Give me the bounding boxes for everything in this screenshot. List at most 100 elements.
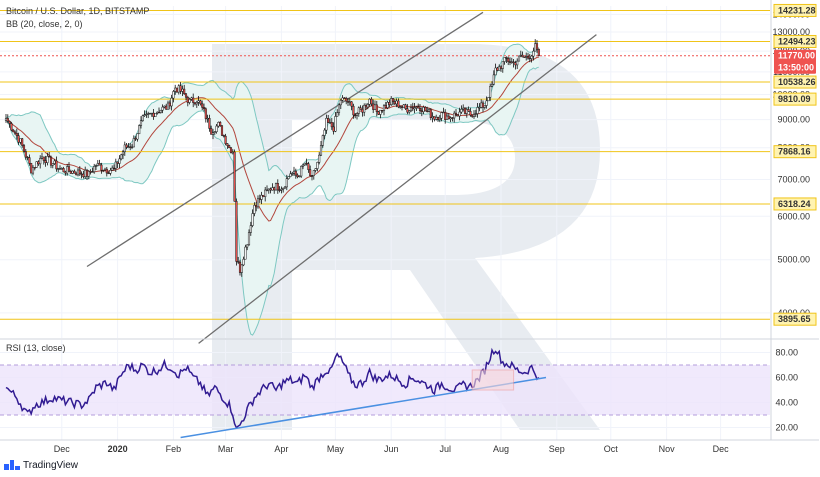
candle	[463, 107, 467, 115]
price-tags: 14231.28 12494.23 10538.26 9810.09 7868.16 63…	[773, 3, 817, 326]
candle	[460, 105, 463, 114]
candle	[307, 161, 310, 173]
level-tag-text: 9810.09	[778, 94, 811, 104]
candle	[501, 61, 504, 73]
candle	[215, 123, 218, 134]
candle	[341, 95, 344, 102]
candle-body	[15, 132, 18, 136]
candle	[521, 51, 524, 58]
candle-body	[330, 122, 333, 128]
candle-body	[413, 107, 416, 110]
candle-body	[226, 143, 229, 146]
candle-body	[139, 120, 143, 126]
candle-body	[391, 98, 395, 102]
candle	[242, 256, 245, 267]
candle	[336, 109, 339, 117]
candle-body	[58, 168, 62, 170]
candle-body	[33, 167, 36, 169]
candle-body	[516, 60, 519, 66]
candle	[312, 170, 315, 180]
candle-body	[161, 106, 164, 111]
candle-body	[265, 189, 269, 192]
candle-body	[285, 178, 288, 188]
candle	[33, 167, 36, 171]
candle-body	[409, 107, 413, 112]
candle-body	[211, 132, 215, 135]
candle-body	[291, 173, 294, 175]
last-price-countdown: 13:50:00	[778, 63, 814, 73]
candle-body	[447, 115, 450, 120]
candle-body	[114, 161, 117, 169]
candle	[62, 166, 65, 173]
candle-body	[436, 117, 440, 120]
candle	[321, 134, 324, 148]
candle	[363, 103, 366, 117]
candle-body	[422, 107, 425, 112]
candle-body	[40, 156, 44, 159]
candle	[440, 111, 443, 122]
candle	[46, 152, 49, 166]
candle-body	[215, 125, 218, 133]
candle	[192, 93, 195, 108]
candle-body	[89, 171, 92, 173]
candle	[51, 163, 54, 169]
candle-body	[260, 194, 263, 200]
level-tag-box	[773, 145, 817, 159]
candle-body	[26, 156, 29, 159]
candle-body	[310, 175, 314, 177]
candle-body	[467, 109, 470, 112]
candle-body	[420, 110, 423, 112]
candle-body	[350, 101, 353, 107]
candle-body	[96, 163, 99, 166]
candle	[154, 113, 157, 117]
candle-body	[345, 97, 348, 102]
candle-body	[343, 97, 346, 99]
candle-body	[510, 61, 513, 63]
candle	[289, 170, 292, 178]
candle	[370, 97, 373, 107]
price-tick-label: 7000.00	[777, 175, 810, 185]
candle	[6, 114, 9, 124]
candle	[505, 56, 508, 63]
candle-body	[435, 117, 438, 120]
tradingview-brand[interactable]: TradingView	[4, 458, 78, 472]
candle	[402, 104, 405, 108]
candle-body	[255, 205, 258, 208]
candle	[481, 100, 485, 113]
level-tag-9810.09: 9810.09	[773, 92, 817, 106]
candle-body	[485, 100, 488, 106]
candle-body	[71, 170, 74, 174]
price-channel	[86, 11, 597, 344]
level-tag-14231.28: 14231.28	[773, 3, 817, 17]
candle-body	[321, 135, 324, 146]
candle	[409, 104, 413, 113]
price-tick-label: 13000.00	[772, 27, 810, 37]
candle-body	[382, 105, 386, 111]
candle-body	[449, 117, 452, 120]
level-tag-text: 14231.28	[778, 5, 816, 15]
candle	[300, 165, 303, 178]
candle-body	[39, 158, 42, 165]
candle-body	[107, 172, 110, 175]
candle-body	[481, 102, 485, 108]
candle	[98, 159, 101, 166]
candle	[357, 106, 360, 117]
candle	[22, 144, 26, 153]
candle	[327, 114, 330, 123]
candle-body	[301, 164, 305, 167]
rsi-band	[0, 364, 770, 416]
level-tag-text: 7868.16	[778, 147, 811, 157]
candle	[283, 186, 287, 189]
candle-body	[348, 101, 351, 103]
candle-body	[370, 98, 373, 105]
candle-body	[219, 122, 222, 127]
candle-body	[287, 176, 290, 179]
candle-body	[359, 107, 362, 110]
candle	[418, 104, 422, 115]
candle	[244, 244, 247, 260]
candle	[298, 175, 301, 178]
time-tick-label: Nov	[659, 444, 676, 454]
candle-body	[508, 61, 512, 63]
candle-body	[483, 105, 486, 108]
candle-body	[339, 100, 342, 106]
